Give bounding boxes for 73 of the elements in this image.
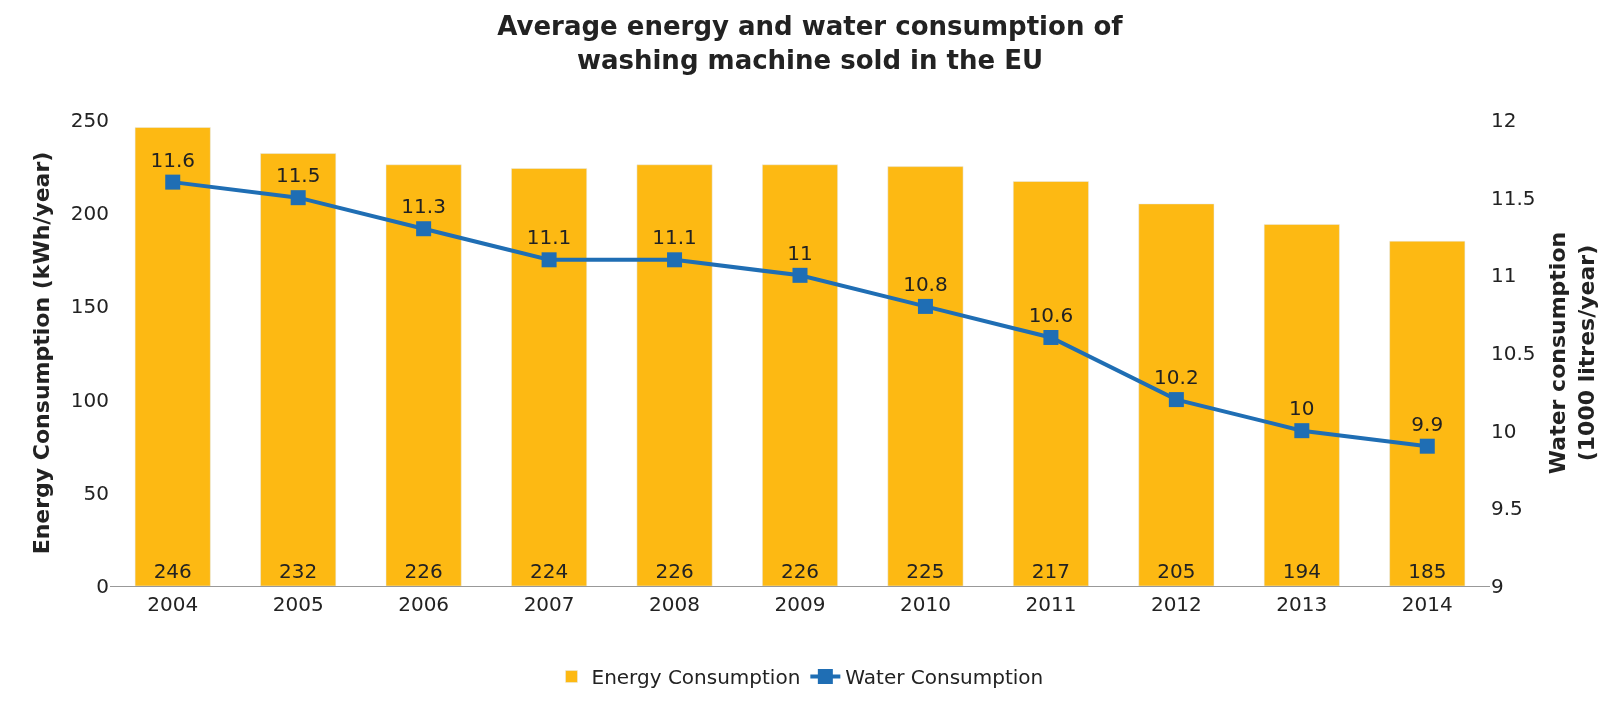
point	[1294, 423, 1310, 439]
y-tick-label: 150	[70, 294, 109, 319]
x-tick-label: 2006	[398, 592, 450, 616]
legend-label: Water Consumption	[845, 665, 1044, 690]
y-axis-title: Energy Consumption (kWh/year)	[28, 151, 54, 555]
y2-tick-label: 11	[1491, 263, 1517, 288]
y-tick-label: 250	[70, 108, 109, 132]
y2-tick-label: 12	[1491, 108, 1517, 132]
data-label: 11.3	[401, 194, 446, 219]
y-tick-label: 50	[83, 480, 109, 505]
data-label: 10.2	[1154, 365, 1199, 390]
data-label: 10.6	[1028, 303, 1074, 328]
data-label: 185	[1408, 559, 1447, 583]
point	[165, 174, 181, 190]
data-label: 11.6	[150, 147, 195, 172]
point	[917, 298, 933, 314]
point	[1168, 392, 1184, 408]
data-label: 224	[530, 559, 569, 583]
y2-axis-title: Water consumption (1000 litres/year)	[1545, 231, 1600, 475]
y-tick-label: 100	[70, 387, 109, 412]
data-label: 9.9	[1411, 411, 1444, 436]
data-label: 226	[655, 559, 694, 583]
x-tick-label: 2012	[1150, 592, 1202, 616]
point	[1043, 329, 1059, 345]
point	[541, 252, 557, 268]
data-label: 11.1	[526, 225, 572, 250]
bar	[1013, 181, 1089, 586]
x-tick-label: 2008	[649, 592, 700, 616]
data-label: 11.1	[652, 225, 697, 250]
point	[667, 252, 683, 268]
bar	[1138, 203, 1215, 586]
y-tick-label: 200	[70, 201, 109, 226]
y2-tick-label: 10.5	[1491, 341, 1536, 365]
data-label: 11.5	[275, 163, 321, 188]
point	[792, 267, 808, 283]
data-label: 225	[906, 559, 945, 583]
bar	[511, 168, 587, 586]
x-tick-label: 2013	[1276, 592, 1328, 616]
data-label: 246	[153, 559, 192, 583]
point	[290, 190, 306, 206]
x-tick-label: 2010	[900, 592, 951, 616]
bar	[134, 127, 211, 586]
data-label: 226	[404, 559, 443, 583]
data-label: 10	[1289, 396, 1315, 421]
bar	[260, 153, 337, 586]
y2-tick-label: 11.5	[1491, 185, 1536, 210]
data-label: 226	[780, 559, 820, 583]
legend-label: Energy Consumption	[591, 665, 801, 690]
data-label: 205	[1157, 559, 1196, 583]
bar	[762, 164, 838, 586]
bar	[636, 164, 713, 586]
x-tick-label: 2004	[147, 592, 199, 616]
x-tick-label: 2011	[1025, 592, 1077, 616]
x-tick-label: 2009	[774, 592, 826, 616]
chart-title: Average energy and water consumption of washing machine sold in the EU	[497, 11, 1124, 76]
data-label: 194	[1282, 559, 1321, 583]
bar	[887, 166, 964, 586]
y2-tick-label: 9	[1491, 574, 1504, 598]
data-label: 217	[1031, 559, 1070, 583]
bar	[1389, 240, 1466, 586]
data-label: 11	[787, 240, 813, 265]
x-tick-label: 2005	[272, 592, 324, 616]
data-label: 10.8	[903, 272, 948, 297]
data-label: 232	[279, 559, 318, 583]
point	[1419, 438, 1435, 454]
bar	[1263, 224, 1340, 586]
y2-tick-label: 10	[1491, 418, 1517, 443]
x-tick-label: 2007	[523, 592, 575, 616]
y-tick-label: 0	[96, 574, 109, 598]
x-tick-label: 2014	[1401, 592, 1453, 616]
point	[416, 221, 432, 237]
y2-tick-label: 9.5	[1491, 496, 1523, 521]
bar	[385, 164, 462, 586]
